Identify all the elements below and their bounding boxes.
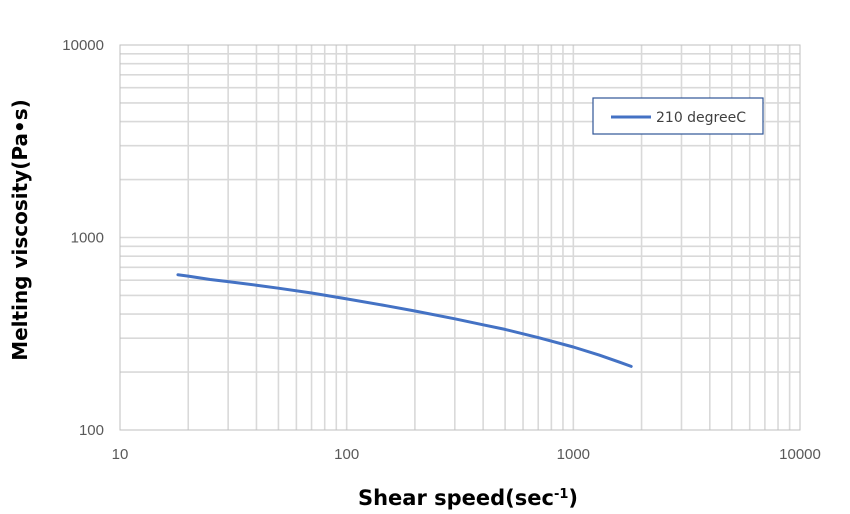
y-tick-label: 100 [79,422,104,439]
legend: 210 degreeC [592,97,764,135]
y-axis-ticks: 100 1000 10000 [62,37,104,439]
plot-area-border [119,44,801,431]
x-axis-ticks: 10 100 1000 10000 [112,446,821,463]
legend-label: 210 degreeC [656,110,746,126]
x-axis-title: Shear speed(sec-1) [358,486,578,510]
series-layer [176,273,633,368]
x-tick-label: 1000 [557,446,590,463]
x-tick-label: 10 [112,446,129,463]
x-tick-label: 100 [334,446,359,463]
series-line [176,273,633,368]
y-tick-label: 1000 [71,230,104,247]
x-tick-label: 10000 [779,446,821,463]
y-tick-label: 10000 [62,37,104,54]
y-axis-title: Melting viscosity(Pa•s) [8,99,32,361]
